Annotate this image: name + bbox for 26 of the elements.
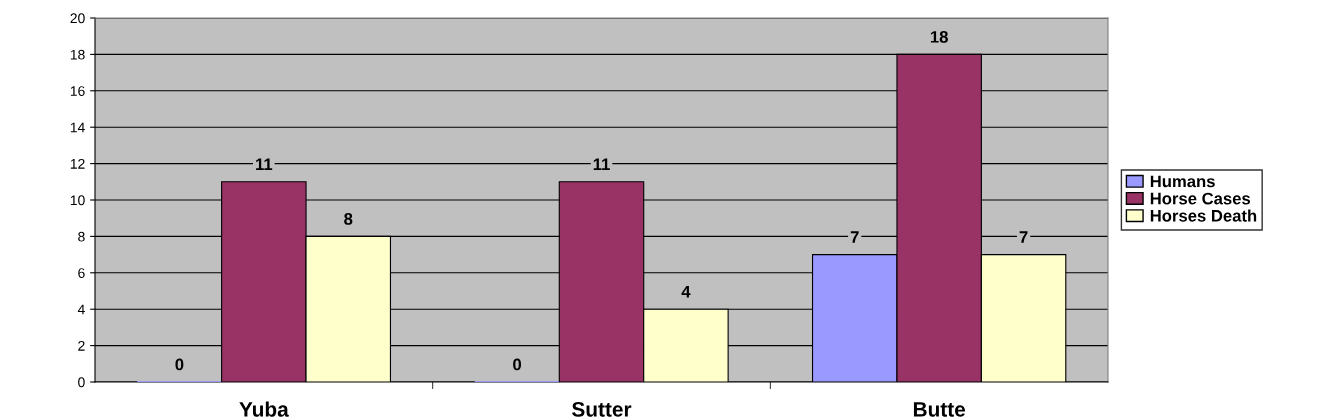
data-label: 0: [175, 358, 184, 371]
y-tick-label: 12: [70, 158, 85, 169]
y-tick-label: 20: [70, 13, 85, 24]
y-tick-label: 16: [70, 86, 85, 96]
legend-label: Humans: [1150, 175, 1215, 188]
data-label: 0: [513, 358, 522, 371]
data-label: 7: [1019, 231, 1028, 243]
legend-label: Horses Death: [1150, 209, 1257, 222]
data-label: 4: [681, 285, 691, 298]
data-label: 7: [850, 231, 859, 243]
x-tick-label: Butte: [913, 402, 966, 417]
data-label: 8: [344, 212, 353, 225]
y-tick-label: 8: [78, 231, 85, 242]
y-tick-label: 4: [77, 304, 85, 315]
y-tick-label: 10: [70, 195, 85, 206]
legend-label: Horse Cases: [1150, 192, 1251, 205]
x-tick-label: Sutter: [572, 401, 632, 417]
data-label: 11: [593, 158, 610, 171]
y-tick-label: 6: [78, 268, 85, 278]
y-tick-label: 18: [70, 49, 85, 60]
data-label: 18: [930, 30, 948, 43]
y-tick-label: 2: [78, 340, 85, 351]
x-tick-label: Yuba: [239, 401, 289, 417]
data-label: 11: [256, 158, 273, 171]
y-tick-label: 0: [78, 377, 85, 388]
y-tick-label: 14: [70, 122, 85, 133]
